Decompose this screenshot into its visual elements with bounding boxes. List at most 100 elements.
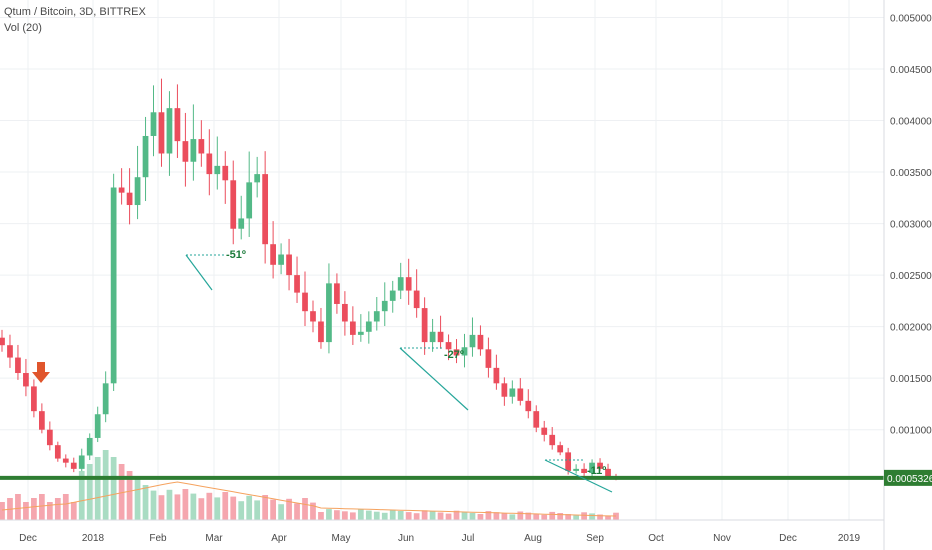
volume-bar [557,513,564,520]
candle-body [453,349,460,356]
volume-bar [581,512,587,520]
y-tick-label: 0.00350000 [890,168,932,179]
volume-bar [549,511,556,520]
candle-body [206,153,213,175]
volume-bar [517,511,524,520]
candle-body [397,277,404,291]
candle-body [421,308,428,343]
x-tick-label: Jul [462,533,475,544]
volume-bar [262,495,269,520]
annotations: -51º -27º -11º [0,249,884,493]
candle-body [126,192,133,206]
volume-bar [222,492,229,520]
volume-bar [70,502,77,520]
current-price-label: 0.00053268 [887,474,932,485]
volume-bar [318,512,324,520]
volume-bar [182,489,189,520]
candle-body [102,383,109,415]
volume-ma-line [1,481,617,517]
candle-body [589,462,595,473]
candle-body [342,303,348,322]
candle-body [334,283,340,304]
candle-body [166,108,173,154]
x-tick-label: Dec [19,533,37,544]
candle-body [0,337,5,346]
y-tick-label: 0.00200000 [890,323,932,334]
volume-bar [15,494,21,520]
candle-body [381,300,388,312]
candle-body [413,290,420,309]
candle-body [581,468,587,473]
trend-angle-label: -27º [444,349,464,361]
candle-body [278,254,284,265]
volume-bar [437,512,444,520]
candle-body [597,462,603,469]
volume-bar [294,503,300,520]
volume-bar [509,514,516,520]
volume-bar [541,514,548,520]
candle-body [517,388,524,401]
volume-bar [302,498,308,520]
volume-bar [230,496,237,520]
volume-bar [493,512,500,520]
x-tick-label: Oct [648,533,664,544]
x-tick-label: Dec [779,533,797,544]
volume-bar [23,502,29,520]
candle-body [238,218,245,229]
volume-bar [357,509,364,520]
y-tick-label: 0.00150000 [890,374,932,385]
candle-body [86,437,93,456]
trend-line [544,459,613,493]
y-tick-label: 0.00400000 [890,117,932,128]
candle-body [62,458,69,463]
volume-bar [605,515,611,520]
x-tick-label: Feb [149,533,167,544]
price-axis[interactable]: 0.00500000 0.00450000 0.00400000 0.00350000… [883,0,932,550]
volume-bar [54,498,61,520]
candle-body [565,452,572,471]
volume-bar [342,511,348,520]
volume-bar [198,498,205,520]
candle-body [158,112,165,154]
trend-line [399,347,469,411]
volume-indicator-label[interactable]: Vol (20) [4,22,42,34]
trend-angle-label: -51º [226,249,246,261]
candle-body [142,135,149,178]
volume-bar [134,478,141,520]
candle-body [318,321,324,343]
y-tick-label: 0.00500000 [890,13,932,24]
candle-body [70,462,77,469]
chart-legend: Qtum / Bitcoin, 3D, BITTREX Vol (20) [4,4,146,36]
candle-body [365,321,372,332]
volume-bar [501,513,508,520]
candle-body [174,108,181,142]
volume-bar [334,510,340,520]
volume-bar [102,450,109,520]
symbol-title[interactable]: Qtum / Bitcoin, 3D, BITTREX [4,6,146,18]
volume-bar [525,512,532,520]
volume-bar [429,511,436,520]
candle-body [94,414,101,438]
y-tick-label: 0.00250000 [890,271,932,282]
volume-bar [166,489,173,520]
candle-body [525,400,532,412]
volume-bar [46,502,53,520]
candle-body [477,334,484,350]
candle-body [222,165,229,181]
time-axis[interactable]: Dec 2018 Feb Mar Apr May Jun Jul Aug Sep Oct Nov Dec… [0,519,884,544]
volume-bar [126,471,133,520]
candle-body [198,139,205,154]
volume-bar [533,513,540,520]
volume-bar [461,511,468,520]
volume-bar [589,513,595,520]
candle-body [23,373,29,387]
volume-bar [158,495,165,520]
volume-bar [190,493,197,520]
candle-body [445,342,452,350]
trend-line [185,254,213,291]
candle-body [461,347,468,356]
volume-bar [397,511,404,520]
candle-body [286,254,292,276]
down-arrow-marker [32,362,50,383]
